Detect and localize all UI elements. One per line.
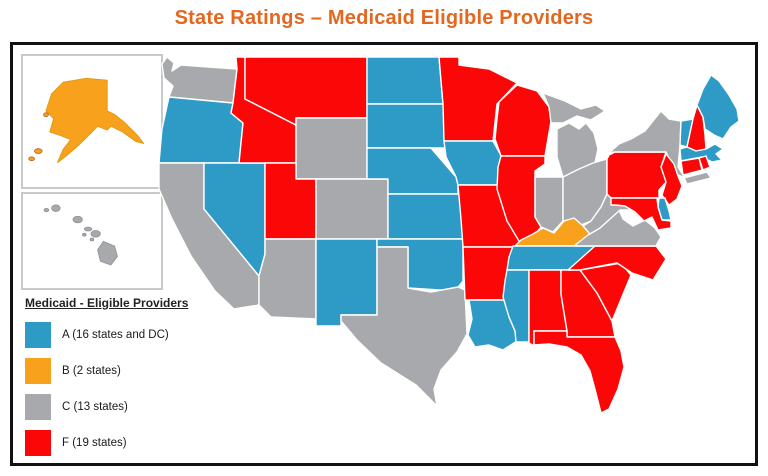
- legend-item-f: F (19 states): [25, 430, 205, 456]
- state-NC: [567, 245, 667, 281]
- state-AZ: [258, 238, 317, 320]
- state-NJ: [660, 153, 683, 206]
- map-panel: Medicaid - Eligible Providers A (16 stat…: [10, 42, 758, 466]
- legend-item-b: B (2 states): [25, 358, 205, 384]
- state-MI-lower: [556, 122, 599, 178]
- legend-item-c: C (13 states): [25, 394, 205, 420]
- grade-a-label: A (16 states and DC): [62, 329, 169, 341]
- grade-c-label: C (13 states): [62, 401, 128, 413]
- state-SD: [366, 103, 447, 149]
- state-PA: [606, 151, 669, 199]
- grade-b-label: B (2 states): [62, 365, 121, 377]
- alaska-map: [28, 77, 145, 164]
- state-CT: [680, 157, 703, 176]
- state-WI: [494, 84, 552, 157]
- page-title: State Ratings – Medicaid Eligible Provid…: [174, 7, 594, 29]
- hawaii-map: [43, 204, 118, 266]
- state-NM: [315, 238, 378, 327]
- state-FL: [533, 330, 625, 414]
- hawaii-inset: [21, 192, 163, 290]
- legend-item-a: A (16 states and DC): [25, 322, 205, 348]
- grade-b-swatch: [25, 358, 51, 384]
- state-AK: [45, 77, 145, 164]
- state-MD: [610, 197, 672, 231]
- state-IN: [534, 176, 564, 233]
- state-ME: [696, 74, 740, 140]
- state-KS: [387, 193, 464, 240]
- state-HI: [97, 240, 118, 266]
- state-WY: [295, 117, 368, 180]
- grade-f-swatch: [25, 430, 51, 456]
- legend-heading: Medicaid - Eligible Providers: [25, 296, 189, 310]
- grade-f-label: F (19 states): [62, 437, 127, 449]
- legend: Medicaid - Eligible Providers A (16 stat…: [25, 296, 205, 466]
- state-RI: [698, 155, 711, 171]
- grade-c-swatch: [25, 394, 51, 420]
- state-CO: [315, 178, 389, 240]
- state-WA: [161, 56, 238, 104]
- state-MI-upper: [542, 92, 606, 124]
- alaska-inset: [21, 54, 163, 189]
- grade-a-swatch: [25, 322, 51, 348]
- state-OR: [158, 96, 244, 164]
- us-choropleth-map: [158, 56, 740, 414]
- state-NY-long-island: [683, 171, 712, 185]
- state-TX: [340, 246, 468, 407]
- state-ND: [366, 56, 444, 105]
